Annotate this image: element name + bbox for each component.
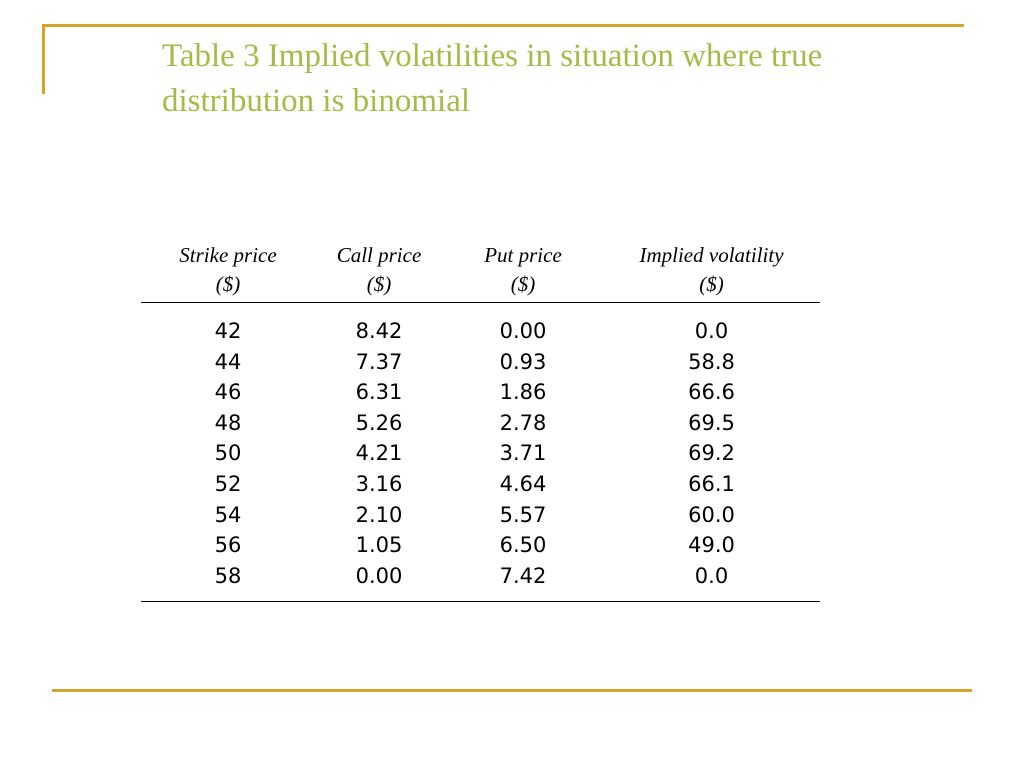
cell-strike-price: 44 (214, 349, 242, 374)
header-label: Implied volatility (639, 243, 784, 267)
cell-strike-price: 58 (141, 560, 315, 603)
table-row: 48 5.26 2.78 69.5 (141, 408, 820, 439)
volatility-table: Strike price ($) Call price ($) Put pric… (141, 240, 820, 603)
frame-bottom-line (52, 689, 972, 692)
cell-strike-price: 46 (214, 380, 242, 405)
header-implied-volatility: Implied volatility ($) (603, 240, 820, 303)
cell-call-price: 5.26 (355, 410, 403, 435)
cell-put-price: 4.64 (499, 471, 547, 496)
frame-top-line (42, 24, 964, 27)
cell-call-price: 8.42 (355, 319, 403, 343)
header-unit: ($) (215, 272, 241, 296)
table-row: 58 0.00 7.42 0.0 (141, 560, 820, 603)
cell-strike-price: 42 (214, 319, 242, 343)
cell-implied-volatility: 69.5 (688, 410, 735, 435)
table-row: 46 6.31 1.86 66.6 (141, 377, 820, 408)
header-call-price: Call price ($) (315, 240, 443, 303)
cell-strike-price: 52 (214, 471, 242, 496)
header-put-price: Put price ($) (443, 240, 603, 303)
table-row: 56 1.05 6.50 49.0 (141, 530, 820, 561)
cell-put-price: 2.78 (499, 410, 547, 435)
cell-implied-volatility: 69.2 (688, 441, 735, 466)
cell-call-price: 1.05 (355, 533, 403, 558)
cell-implied-volatility: 0.0 (603, 560, 820, 603)
cell-call-price: 3.16 (355, 471, 403, 496)
cell-implied-volatility: 49.0 (688, 533, 735, 558)
cell-put-price: 5.57 (499, 502, 547, 527)
header-strike-price: Strike price ($) (141, 240, 315, 303)
cell-implied-volatility: 58.8 (688, 349, 735, 374)
cell-put-price: 0.00 (499, 319, 547, 343)
cell-call-price: 2.10 (355, 502, 403, 527)
cell-call-price: 0.00 (315, 560, 443, 603)
table-row: 54 2.10 5.57 60.0 (141, 500, 820, 531)
cell-implied-volatility: 66.1 (688, 471, 735, 496)
table-row: 42 8.42 0.00 0.0 (141, 303, 820, 347)
header-label: Strike price (179, 243, 277, 267)
cell-call-price: 7.37 (355, 349, 403, 374)
header-label: Put price (484, 243, 562, 267)
cell-implied-volatility: 66.6 (688, 380, 735, 405)
slide-title: Table 3 Implied volatilities in situatio… (162, 38, 823, 119)
frame-left-line (42, 24, 45, 94)
cell-strike-price: 56 (214, 533, 242, 558)
table-row: 44 7.37 0.93 58.8 (141, 347, 820, 378)
cell-implied-volatility: 0.0 (694, 319, 729, 343)
cell-implied-volatility: 60.0 (688, 502, 735, 527)
cell-call-price: 4.21 (355, 441, 403, 466)
cell-put-price: 7.42 (443, 560, 603, 603)
table-row: 50 4.21 3.71 69.2 (141, 438, 820, 469)
header-label: Call price (336, 243, 422, 267)
cell-call-price: 6.31 (355, 380, 403, 405)
header-unit: ($) (699, 272, 724, 296)
cell-put-price: 6.50 (499, 533, 547, 558)
header-unit: ($) (510, 272, 536, 296)
cell-put-price: 3.71 (499, 441, 547, 466)
cell-strike-price: 50 (214, 441, 242, 466)
table-header-row: Strike price ($) Call price ($) Put pric… (141, 240, 820, 303)
cell-strike-price: 48 (214, 410, 242, 435)
cell-put-price: 0.93 (499, 349, 547, 374)
cell-put-price: 1.86 (499, 380, 547, 405)
table-row: 52 3.16 4.64 66.1 (141, 469, 820, 500)
header-unit: ($) (366, 272, 392, 296)
cell-strike-price: 54 (214, 502, 242, 527)
